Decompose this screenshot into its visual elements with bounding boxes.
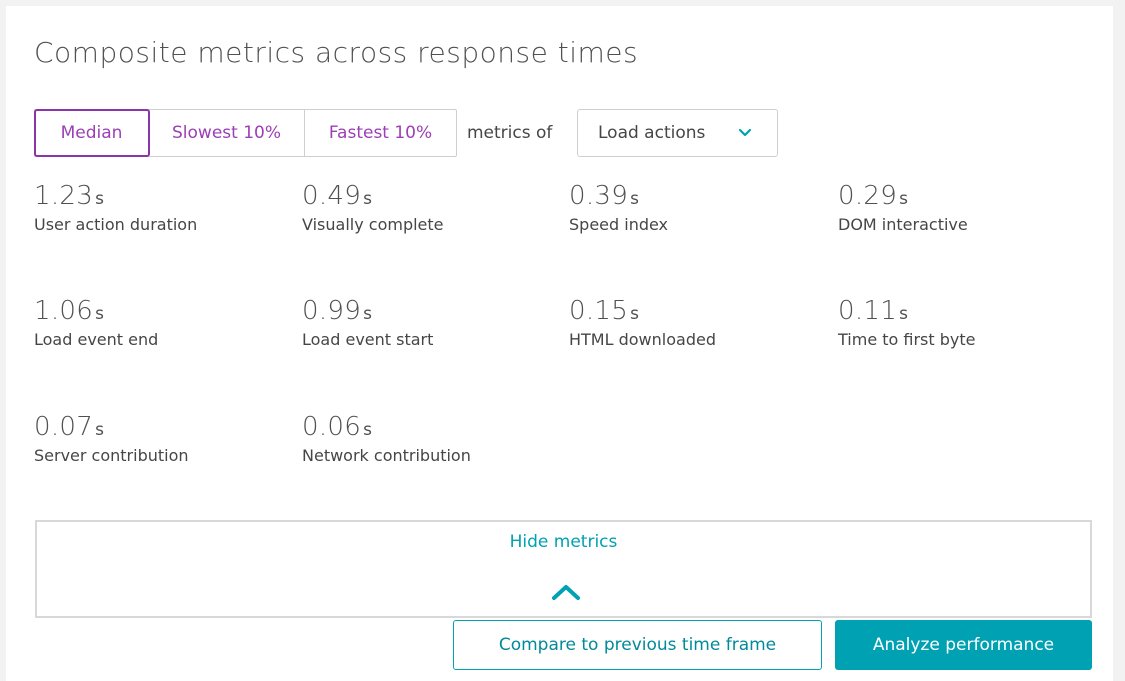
metric-tile: 0.06 s Network contribution — [302, 412, 471, 465]
metric-tile: 1.23 s User action duration — [34, 181, 197, 234]
metric-tile: 0.39 s Speed index — [569, 181, 668, 234]
metric-unit: s — [899, 304, 908, 324]
metric-value: 0.15 — [569, 296, 629, 326]
segment-median-button[interactable]: Median — [34, 109, 150, 157]
card-title: Composite metrics across response times — [34, 36, 639, 69]
segment-slowest-button[interactable]: Slowest 10% — [149, 110, 305, 156]
metric-unit: s — [630, 304, 639, 324]
metric-label: Load event end — [34, 330, 159, 349]
chevron-up-icon — [552, 585, 580, 600]
metric-value: 0.39 — [569, 181, 629, 211]
percentile-selector: Median Slowest 10% Fastest 10% — [34, 109, 457, 157]
metric-unit: s — [95, 420, 104, 440]
metric-value: 1.23 — [34, 181, 94, 211]
metric-tile: 0.15 s HTML downloaded — [569, 296, 716, 349]
segment-fastest-button[interactable]: Fastest 10% — [328, 123, 433, 143]
hide-metrics-toggle[interactable]: Hide metrics — [35, 520, 1092, 618]
metric-value-line: 0.11 s — [838, 296, 975, 326]
metric-label: Visually complete — [302, 215, 444, 234]
metric-value-line: 0.06 s — [302, 412, 471, 442]
composite-metrics-card: Composite metrics across response times … — [6, 6, 1113, 681]
metric-value-line: 0.39 s — [569, 181, 668, 211]
metric-tile: 0.29 s DOM interactive — [838, 181, 968, 234]
metric-unit: s — [363, 304, 372, 324]
metric-tile: 0.49 s Visually complete — [302, 181, 444, 234]
metric-value-line: 0.99 s — [302, 296, 433, 326]
metric-label: Server contribution — [34, 446, 189, 465]
metric-unit: s — [363, 189, 372, 209]
chevron-down-icon — [738, 128, 752, 137]
metric-value-line: 0.29 s — [838, 181, 968, 211]
metric-value: 0.49 — [302, 181, 362, 211]
metric-value-line: 1.23 s — [34, 181, 197, 211]
metric-unit: s — [899, 189, 908, 209]
metric-value: 0.07 — [34, 412, 94, 442]
metric-unit: s — [630, 189, 639, 209]
metric-label: User action duration — [34, 215, 198, 234]
metric-label: DOM interactive — [838, 215, 968, 234]
metric-tile: 0.99 s Load event start — [302, 296, 433, 349]
metric-value: 1.06 — [34, 296, 94, 326]
metric-tile: 1.06 s Load event end — [34, 296, 158, 349]
metric-value-line: 0.07 s — [34, 412, 189, 442]
metric-unit: s — [363, 420, 372, 440]
metric-value: 0.11 — [838, 296, 898, 326]
metric-value: 0.06 — [302, 412, 362, 442]
metric-unit: s — [95, 304, 104, 324]
metric-value-line: 0.49 s — [302, 181, 444, 211]
dropdown-selected-value: Load actions — [598, 123, 706, 143]
metric-label: Speed index — [569, 215, 669, 234]
metric-label: HTML downloaded — [569, 330, 716, 349]
metric-value-line: 1.06 s — [34, 296, 158, 326]
analyze-performance-button[interactable]: Analyze performance — [835, 620, 1092, 670]
compare-previous-button[interactable]: Compare to previous time frame — [453, 620, 822, 670]
metric-label: Load event start — [302, 330, 434, 349]
action-type-dropdown[interactable]: Load actions — [577, 109, 778, 157]
metrics-of-label: metrics of — [467, 123, 553, 143]
metric-unit: s — [95, 189, 104, 209]
metric-tile: 0.07 s Server contribution — [34, 412, 189, 465]
metric-value: 0.29 — [838, 181, 898, 211]
metric-value: 0.99 — [302, 296, 362, 326]
metric-tile: 0.11 s Time to first byte — [838, 296, 975, 349]
hide-metrics-label: Hide metrics — [509, 532, 618, 552]
metric-label: Network contribution — [302, 446, 471, 465]
metric-label: Time to first byte — [838, 330, 976, 349]
metric-value-line: 0.15 s — [569, 296, 716, 326]
